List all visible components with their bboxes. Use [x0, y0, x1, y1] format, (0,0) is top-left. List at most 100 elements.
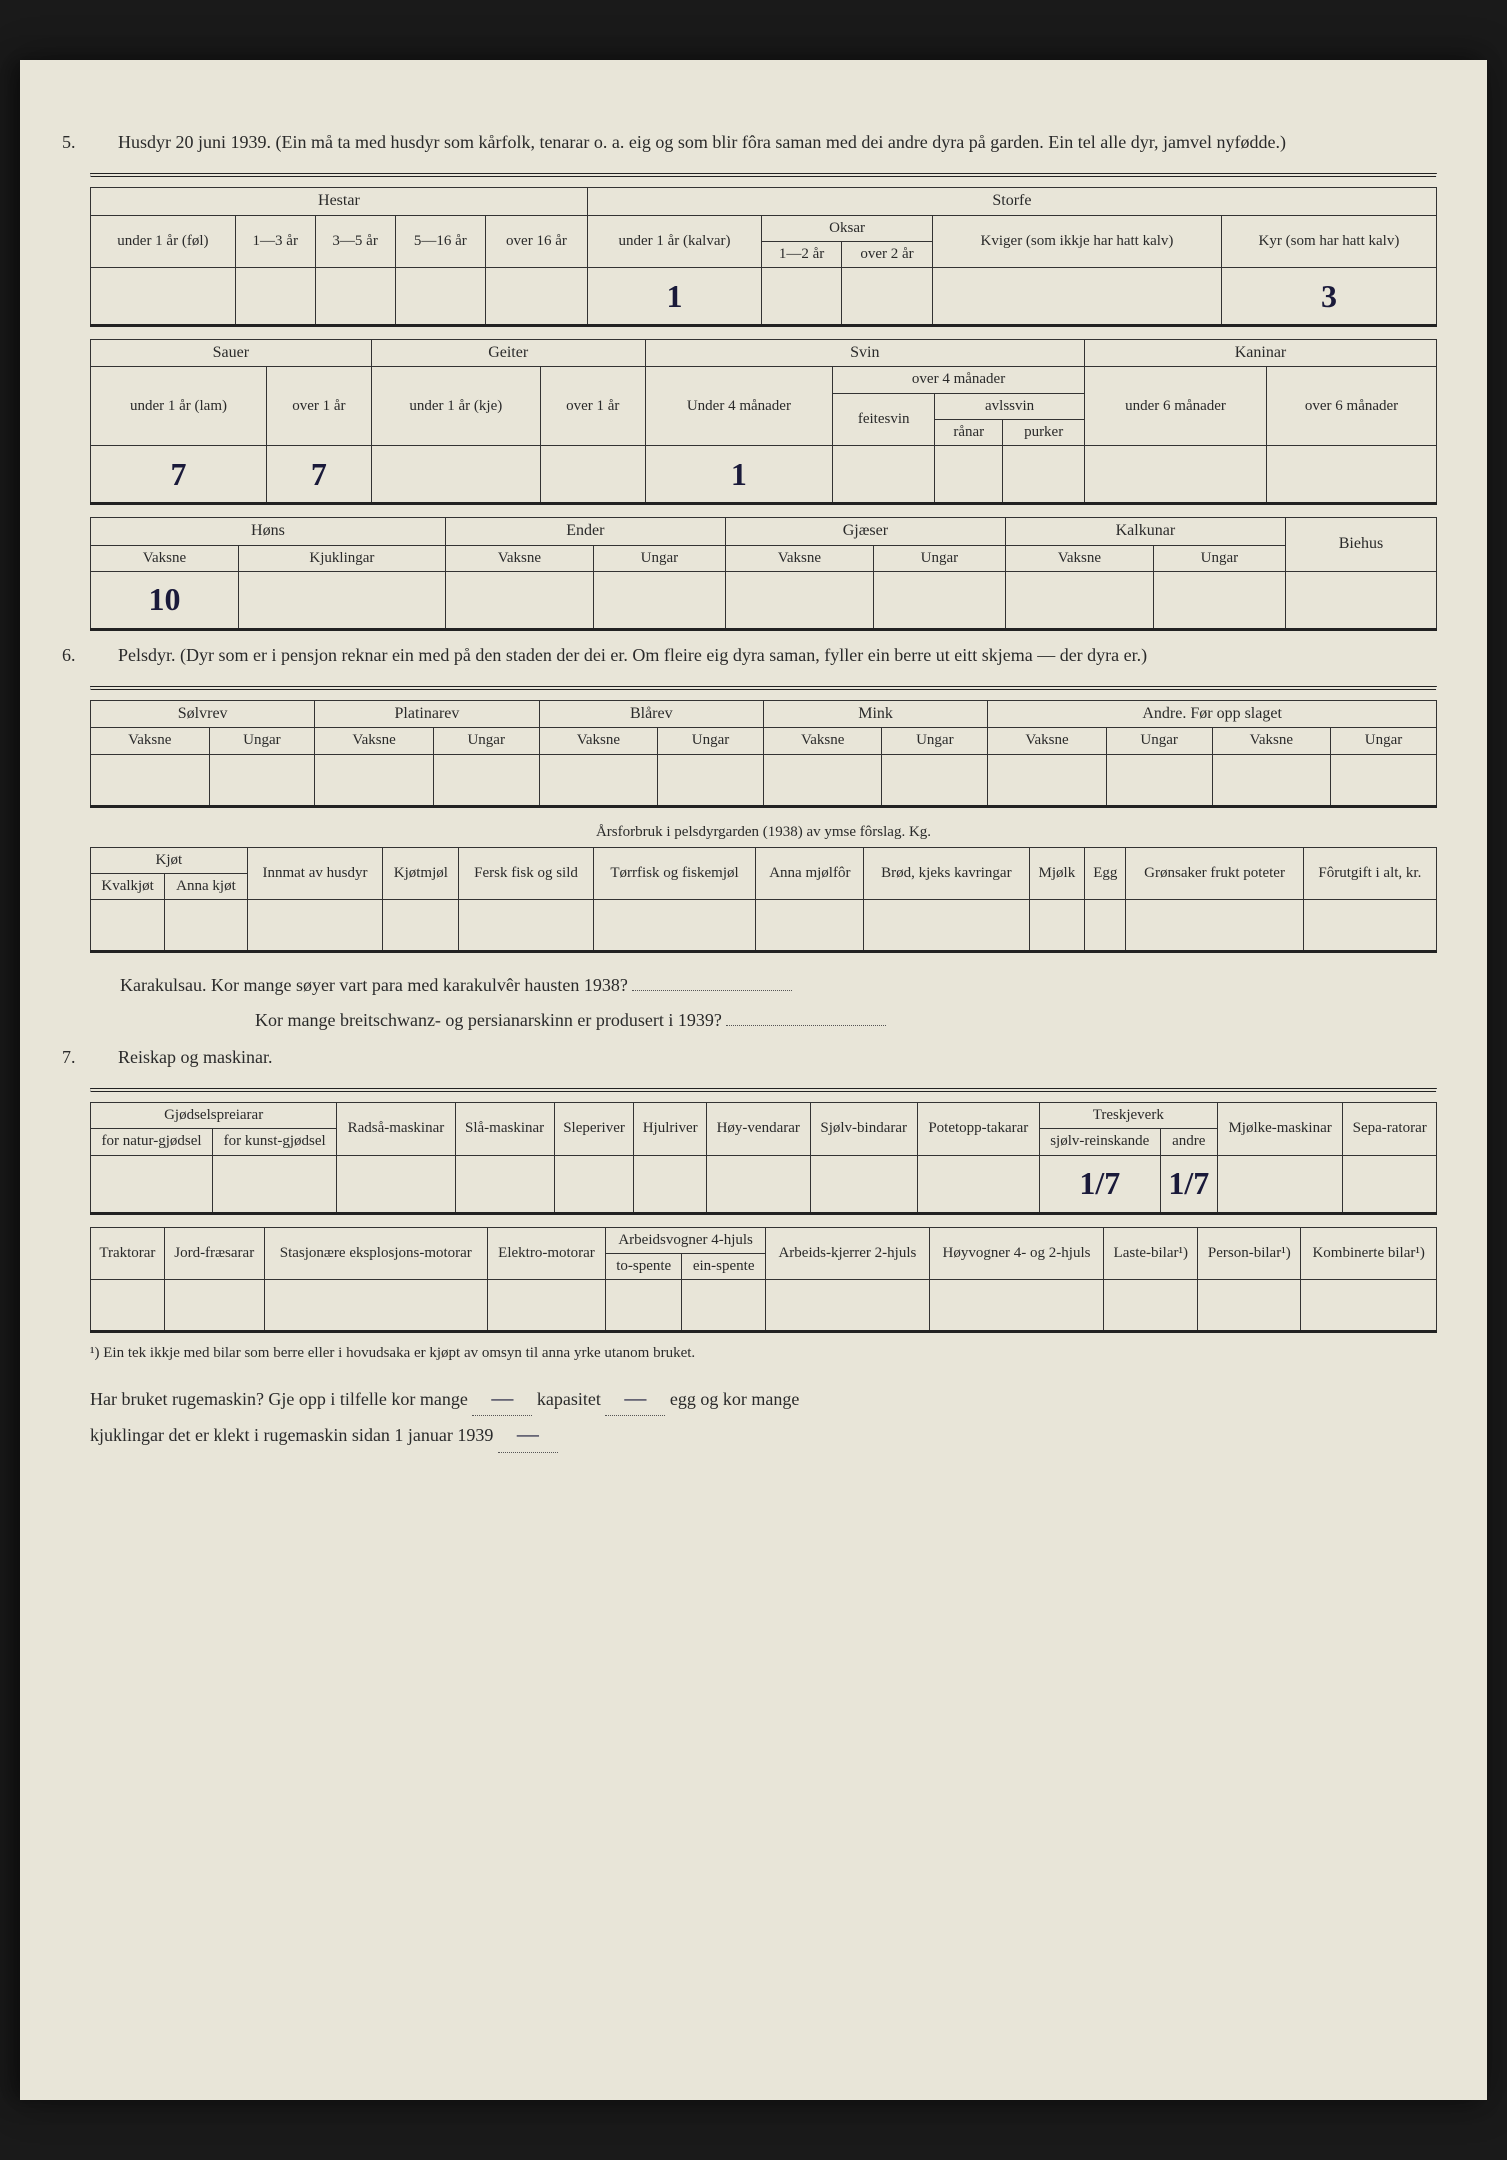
- col-kalvar: under 1 år (kalvar): [587, 215, 761, 268]
- col-hoy: Høy-vendarar: [706, 1103, 810, 1156]
- col-over16: over 16 år: [486, 215, 588, 268]
- col-tospente: to-spente: [606, 1253, 682, 1279]
- feed-caption: Årsforbruk i pelsdyrgarden (1938) av yms…: [91, 820, 1437, 848]
- col-gjodsel: Gjødselspreiarar: [91, 1103, 337, 1129]
- col-ranar: rånar: [935, 419, 1003, 445]
- pelsdyr-table: Sølvrev Platinarev Blårev Mink Andre. Fø…: [90, 700, 1437, 808]
- cell: [1267, 446, 1437, 504]
- col-kviger: Kviger (som ikkje har hatt kalv): [933, 215, 1222, 268]
- col-kanin-o6: over 6 månader: [1267, 367, 1437, 446]
- col-stasj: Stasjonære eksplosjons-motorar: [264, 1227, 487, 1280]
- col: Vaksne: [988, 728, 1107, 754]
- col-annakjot: Anna kjøt: [165, 874, 247, 900]
- col-hjulriver: Hjulriver: [634, 1103, 707, 1156]
- col-avlssvin: avlssvin: [935, 393, 1085, 419]
- svin-header: Svin: [645, 340, 1084, 367]
- col: Vaksne: [763, 728, 882, 754]
- col: Ungar: [433, 728, 539, 754]
- cell: [337, 1155, 455, 1213]
- cell: [91, 268, 236, 326]
- col-feitesvin: feitesvin: [833, 393, 935, 446]
- col-arbeid: Arbeidsvogner 4-hjuls: [606, 1227, 766, 1253]
- cell: [213, 1155, 337, 1213]
- col-ungar: Ungar: [873, 545, 1005, 571]
- col-kunst: for kunst-gjødsel: [213, 1129, 337, 1155]
- section-7-heading: 7.Reiskap og maskinar.: [90, 1045, 1437, 1070]
- cell: [810, 1155, 917, 1213]
- col: Vaksne: [315, 728, 434, 754]
- cell: [762, 268, 842, 326]
- col-separator: Sepa-ratorar: [1343, 1103, 1437, 1156]
- karakul-q1: Karakulsau. Kor mange søyer vart para me…: [120, 971, 1437, 1000]
- col-radsa: Radså-maskinar: [337, 1103, 455, 1156]
- cell: [725, 571, 873, 629]
- col-traktorar: Traktorar: [91, 1227, 165, 1280]
- cell: [634, 1155, 707, 1213]
- col-egg: Egg: [1085, 847, 1126, 900]
- cell: [1153, 571, 1285, 629]
- biehus-header: Biehus: [1285, 518, 1436, 572]
- cell: [445, 571, 593, 629]
- col-oksar-over2: over 2 år: [841, 241, 932, 267]
- col-svin-over4: over 4 månader: [833, 367, 1085, 393]
- col-jord: Jord-fræsarar: [164, 1227, 264, 1280]
- col-svin-under4: Under 4 månader: [645, 367, 833, 446]
- incubator-question: Har bruket rugemaskin? Gje opp i tilfell…: [90, 1380, 1437, 1452]
- gjaeser-header: Gjæser: [725, 518, 1005, 545]
- cell: [1285, 571, 1436, 629]
- col-andre: andre: [1160, 1129, 1217, 1155]
- section-5-heading: 5.Husdyr 20 juni 1939. (Ein må ta med hu…: [90, 130, 1437, 155]
- cell: [841, 268, 932, 326]
- col-vaksne: Vaksne: [1005, 545, 1153, 571]
- solvrev: Sølvrev: [91, 701, 315, 728]
- rule: [90, 1088, 1437, 1092]
- scanned-form-page: 5.Husdyr 20 juni 1939. (Ein må ta med hu…: [20, 60, 1487, 2100]
- cell: [706, 1155, 810, 1213]
- col-brod: Brød, kjeks kavringar: [864, 847, 1029, 900]
- cell: [371, 446, 540, 504]
- cell: [1003, 446, 1085, 504]
- section-6-heading: 6.Pelsdyr. (Dyr som er i pensjon reknar …: [90, 643, 1437, 668]
- cell: [455, 1155, 554, 1213]
- col-annamjol: Anna mjølfôr: [756, 847, 864, 900]
- col-ungar: Ungar: [1153, 545, 1285, 571]
- cell: [933, 268, 1222, 326]
- col-sau-over1: over 1 år: [266, 367, 371, 446]
- andre: Andre. Før opp slaget: [988, 701, 1437, 728]
- col-mjolke: Mjølke-maskinar: [1217, 1103, 1343, 1156]
- livestock-table-1: Hestar Storfe under 1 år (føl) 1—3 år 3—…: [90, 187, 1437, 327]
- col-treskjeverk: Treskjeverk: [1039, 1103, 1217, 1129]
- rule: [90, 686, 1437, 690]
- cell: [235, 268, 315, 326]
- col-1-3: 1—3 år: [235, 215, 315, 268]
- cell: [1005, 571, 1153, 629]
- col-fol: under 1 år (føl): [91, 215, 236, 268]
- col-sjolvreinsk: sjølv-reinskande: [1039, 1129, 1160, 1155]
- cell: 10: [91, 571, 239, 629]
- cell: 1/7: [1160, 1155, 1217, 1213]
- machines-table-1: Gjødselspreiarar Radså-maskinar Slå-mask…: [90, 1102, 1437, 1215]
- col-kanin-u6: under 6 månader: [1084, 367, 1266, 446]
- cell: 7: [266, 446, 371, 504]
- col-gron: Grønsaker frukt poteter: [1126, 847, 1303, 900]
- col-5-16: 5—16 år: [395, 215, 486, 268]
- storfe-header: Storfe: [587, 188, 1436, 215]
- col: Vaksne: [91, 728, 210, 754]
- col: Ungar: [209, 728, 315, 754]
- col-sla: Slå-maskinar: [455, 1103, 554, 1156]
- cell: 1/7: [1039, 1155, 1160, 1213]
- cell: [238, 571, 445, 629]
- cell: 7: [91, 446, 267, 504]
- cell: [540, 446, 645, 504]
- cell: [315, 268, 395, 326]
- col-kyr: Kyr (som har hatt kalv): [1221, 215, 1436, 268]
- col: Ungar: [658, 728, 764, 754]
- cell: [917, 1155, 1039, 1213]
- sauer-header: Sauer: [91, 340, 372, 367]
- cell: [873, 571, 1005, 629]
- col-geit-over1: over 1 år: [540, 367, 645, 446]
- hons-header: Høns: [91, 518, 446, 545]
- col-vaksne: Vaksne: [725, 545, 873, 571]
- col-mjolk: Mjølk: [1029, 847, 1085, 900]
- livestock-table-2: Sauer Geiter Svin Kaninar under 1 år (la…: [90, 339, 1437, 505]
